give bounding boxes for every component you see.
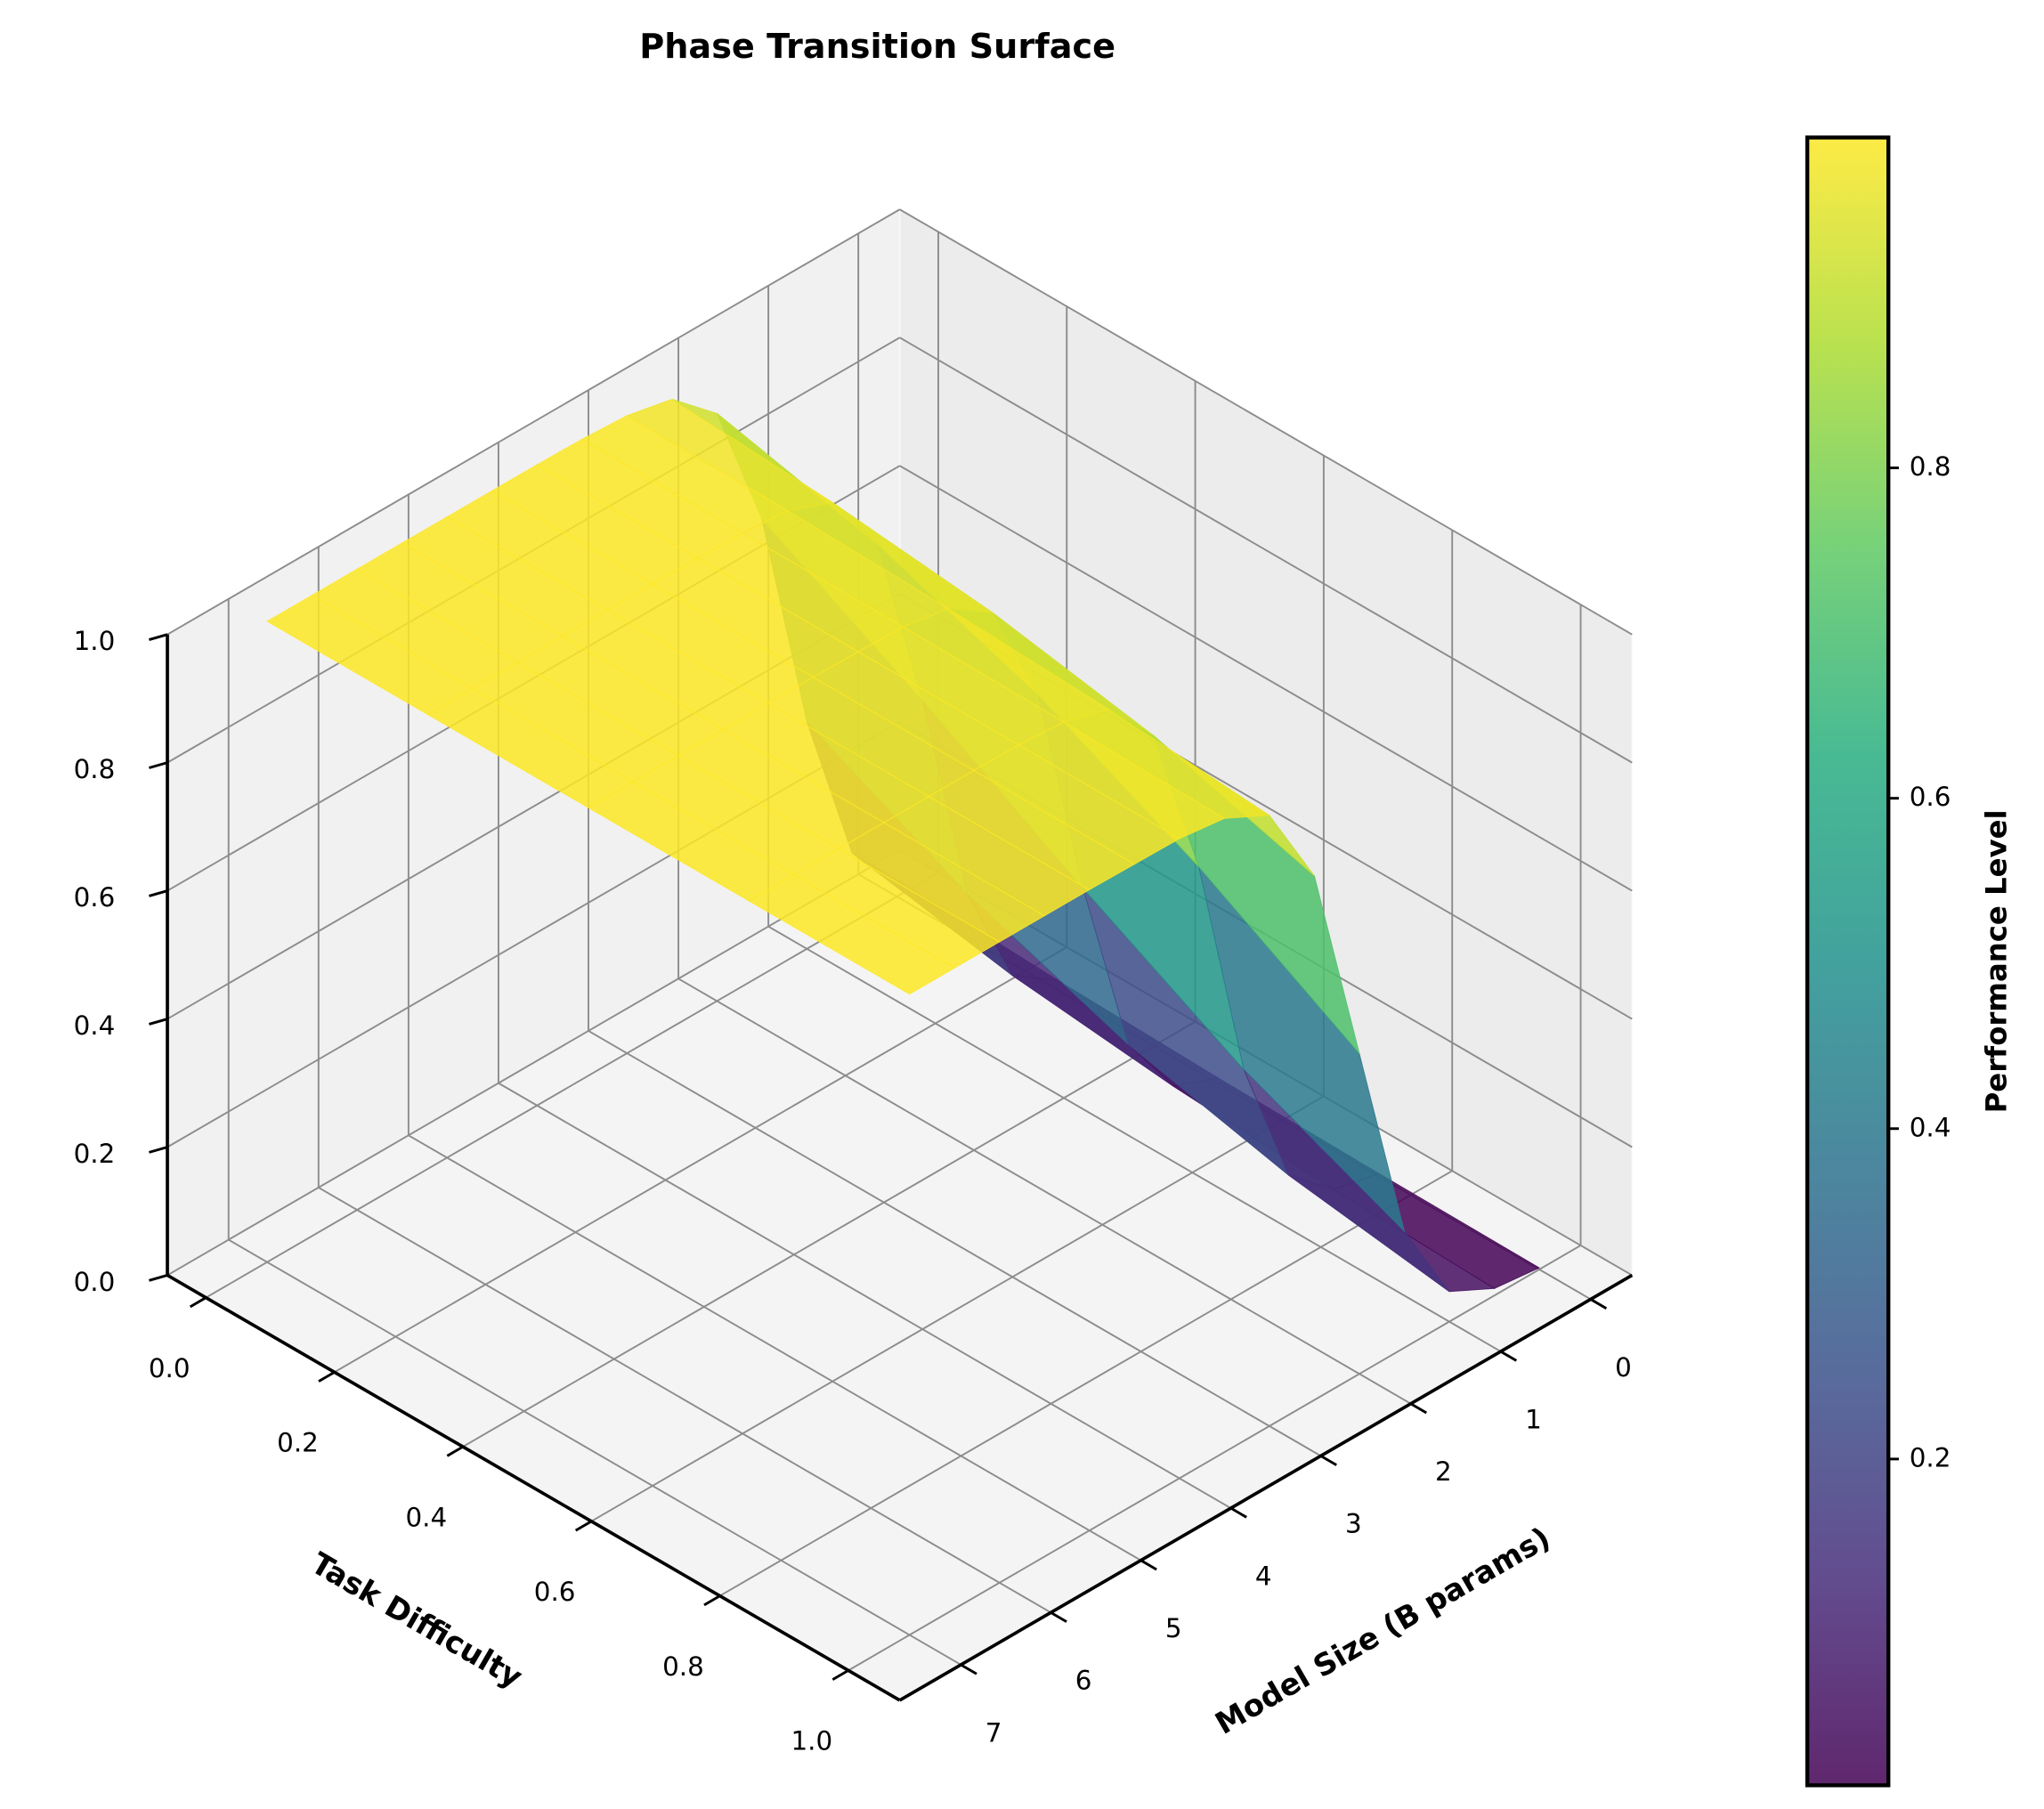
colorbar-tick-label: 0.4 — [1910, 1112, 1951, 1142]
x-tick-label: 1 — [1525, 1404, 1542, 1434]
grid-line — [899, 208, 1633, 636]
y-tick — [703, 1594, 721, 1607]
grid-line — [767, 925, 1502, 1352]
z-tick — [149, 889, 168, 897]
x-tick-label: 2 — [1435, 1456, 1452, 1487]
z-tick-label: 0.8 — [74, 754, 116, 784]
x-axis-line — [898, 1273, 1634, 1702]
grid-line — [899, 337, 1633, 764]
x-axis-title: Model Size (B params) — [1209, 1521, 1555, 1741]
surface-patch — [748, 874, 956, 995]
grid-line — [588, 1030, 1322, 1457]
grid-line — [205, 872, 939, 1299]
x-tick — [1319, 1455, 1337, 1466]
grid-line — [719, 1170, 1453, 1597]
x-tick-label: 5 — [1165, 1613, 1182, 1643]
grid-line — [228, 1238, 961, 1666]
colorbar-tick-label: 0.8 — [1910, 451, 1951, 482]
z-tick — [149, 1018, 168, 1026]
x-tick-label: 6 — [1075, 1666, 1092, 1696]
grid-line — [166, 849, 901, 1277]
grid-line — [408, 1134, 1141, 1562]
y-tick — [831, 1669, 849, 1681]
chart-title: Phase Transition Surface — [639, 28, 1115, 67]
x-tick — [1229, 1506, 1247, 1519]
grid-line — [899, 465, 1633, 892]
x-tick — [1590, 1298, 1608, 1310]
grid-line — [318, 1187, 1051, 1614]
z-tick — [149, 633, 168, 641]
x-tick-label: 3 — [1345, 1509, 1362, 1539]
colorbar — [1805, 135, 1891, 1788]
z-tick — [149, 1274, 168, 1282]
y-tick — [189, 1296, 207, 1309]
x-tick — [960, 1663, 977, 1675]
z-tick-label: 0.4 — [74, 1010, 116, 1041]
y-tick — [446, 1445, 464, 1457]
y-tick-label: 0.8 — [662, 1651, 704, 1682]
colorbar-tick-label: 0.6 — [1910, 782, 1951, 812]
grid-line — [590, 1095, 1325, 1522]
z-tick-label: 0.2 — [74, 1139, 116, 1169]
y-tick-label: 0.4 — [405, 1502, 447, 1532]
y-tick-label: 0.2 — [277, 1428, 319, 1458]
grid-line — [677, 978, 1412, 1405]
z-tick — [149, 1146, 168, 1154]
x-tick-label: 7 — [986, 1717, 1002, 1748]
y-tick — [318, 1371, 336, 1383]
x-tick — [1050, 1611, 1067, 1623]
x-tick — [1409, 1402, 1428, 1415]
colorbar-tick-label: 0.2 — [1910, 1442, 1951, 1472]
y-tick-label: 1.0 — [791, 1726, 832, 1756]
x-tick — [1140, 1559, 1157, 1571]
y-tick-label: 0.0 — [149, 1353, 191, 1383]
grid-line — [462, 1020, 1196, 1448]
z-tick-label: 0.0 — [74, 1267, 116, 1297]
z-tick-label: 0.6 — [74, 882, 116, 913]
y-tick-label: 0.6 — [534, 1577, 576, 1607]
y-tick — [574, 1520, 593, 1532]
x-tick — [1499, 1350, 1518, 1362]
z-tick-label: 1.0 — [74, 626, 116, 656]
grid-line — [848, 1245, 1582, 1672]
x-tick-label: 0 — [1615, 1352, 1632, 1383]
grid-line — [498, 1082, 1232, 1509]
x-tick-label: 4 — [1255, 1561, 1272, 1591]
grid-line — [334, 946, 1067, 1374]
colorbar-title: Performance Level — [1980, 809, 2014, 1113]
y-axis-line — [166, 1273, 901, 1702]
y-axis-title: Task Difficulty — [305, 1545, 528, 1695]
z-tick — [149, 761, 168, 769]
grid-line — [166, 208, 901, 636]
